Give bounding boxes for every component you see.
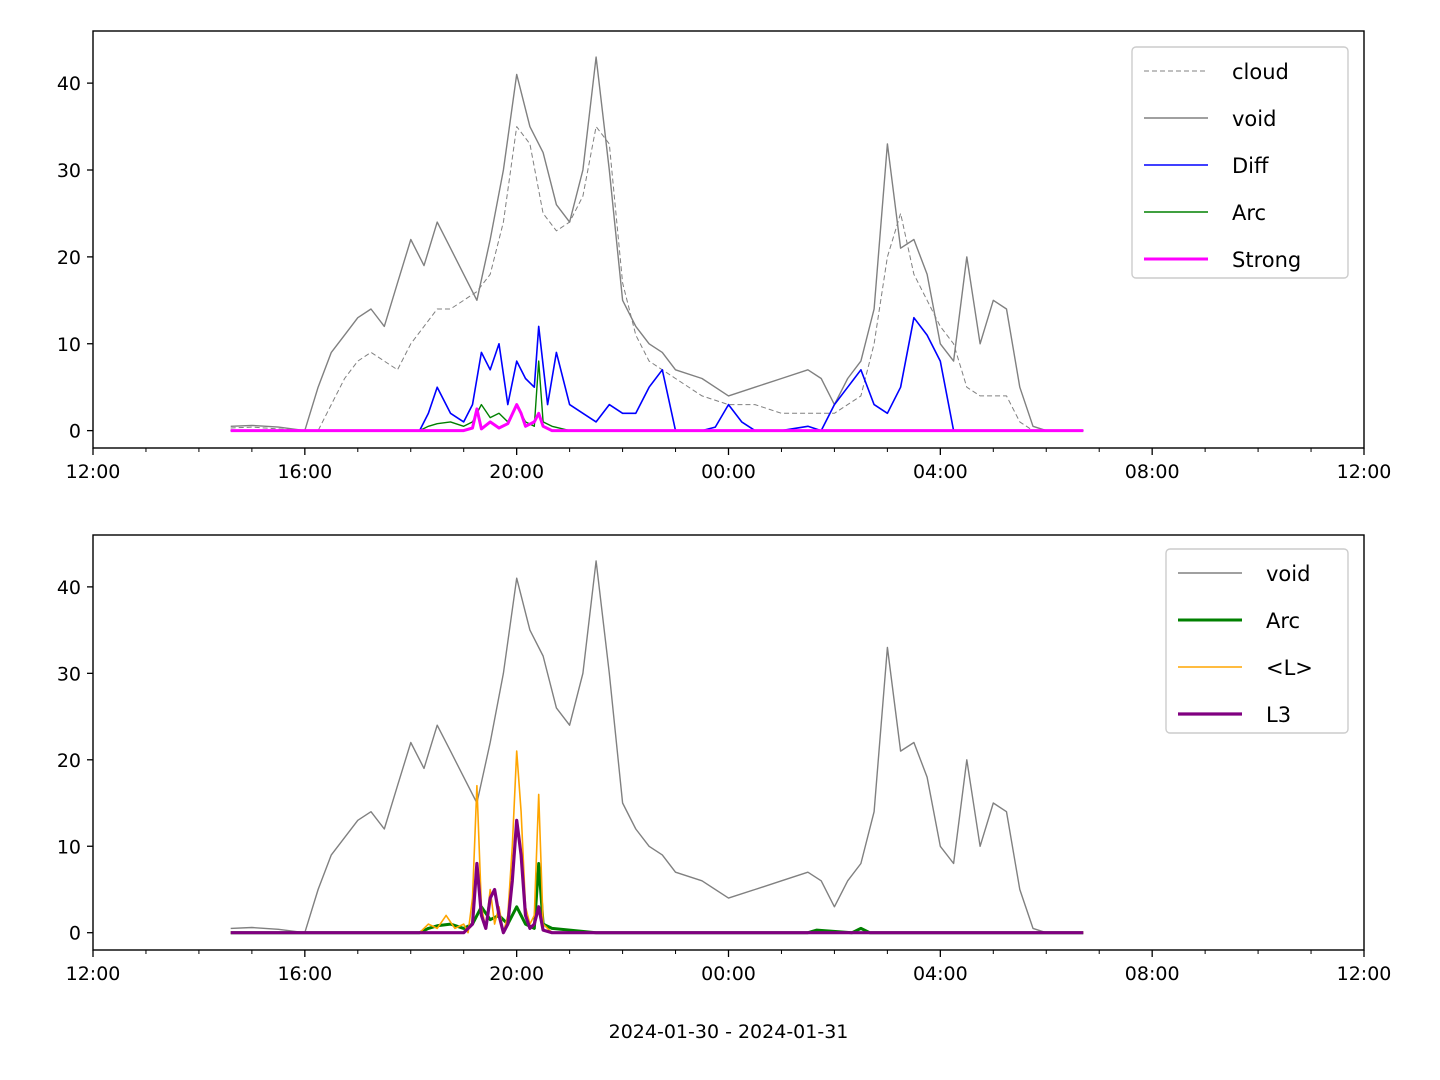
y-tick-label: 10	[57, 334, 81, 356]
series-group	[230, 56, 1084, 433]
x-tick-label: 12:00	[66, 963, 121, 985]
legend-label: <L>	[1266, 656, 1313, 680]
x-tick-label: 12:00	[1337, 461, 1392, 483]
series-line-diff	[230, 316, 1084, 432]
series-line-l3	[230, 818, 1084, 935]
legend-box	[1165, 548, 1349, 734]
x-tick-label: 12:00	[66, 461, 121, 483]
y-tick-label: 30	[57, 663, 81, 685]
x-tick-label: 08:00	[1125, 461, 1180, 483]
x-tick-label: 20:00	[489, 963, 544, 985]
y-tick-label: 20	[57, 750, 81, 772]
series-line-l	[230, 750, 1084, 934]
legend-label: void	[1232, 107, 1276, 131]
x-tick-label: 08:00	[1125, 963, 1180, 985]
series-line-cloud	[230, 126, 1084, 432]
x-tick-label: 04:00	[913, 963, 968, 985]
legend-label: Arc	[1232, 201, 1266, 225]
y-tick-label: 30	[57, 160, 81, 182]
x-tick-label: 16:00	[277, 963, 332, 985]
legend-box	[1131, 46, 1349, 279]
y-tick-label: 0	[69, 421, 81, 443]
y-tick-label: 10	[57, 836, 81, 858]
y-tick-label: 40	[57, 577, 81, 599]
legend-label: void	[1266, 562, 1310, 586]
x-axis-label: 2024-01-30 - 2024-01-31	[609, 1021, 849, 1043]
x-tick-label: 00:00	[701, 963, 756, 985]
series-group	[230, 560, 1084, 935]
y-tick-label: 20	[57, 247, 81, 269]
series-line-arc	[230, 862, 1084, 935]
legend-label: Strong	[1232, 248, 1301, 272]
legend-label: cloud	[1232, 60, 1289, 84]
legend-label: Arc	[1266, 609, 1300, 633]
x-tick-label: 16:00	[277, 461, 332, 483]
legend-label: Diff	[1232, 154, 1269, 178]
series-line-arc	[230, 360, 1084, 432]
y-tick-label: 0	[69, 923, 81, 945]
legend-label: L3	[1266, 703, 1291, 727]
x-tick-label: 00:00	[701, 461, 756, 483]
x-tick-label: 12:00	[1337, 963, 1392, 985]
top-panel: 0 10 20 30 40 12:00 16:00 20:00 00:00 04:00 08:00 1…	[57, 30, 1392, 483]
y-tick-label: 40	[57, 73, 81, 95]
series-line-void	[230, 56, 1084, 432]
series-line-strong	[230, 403, 1084, 433]
bottom-panel: 0 10 20 30 40 12:00 16:00 20:00 00:00 04:00 08:00 1…	[57, 534, 1392, 1043]
x-tick-label: 04:00	[913, 461, 968, 483]
legend: cloud void Diff Arc Strong	[1131, 46, 1349, 279]
series-line-void	[230, 560, 1084, 934]
x-tick-label: 20:00	[489, 461, 544, 483]
legend: void Arc <L> L3	[1165, 548, 1349, 734]
